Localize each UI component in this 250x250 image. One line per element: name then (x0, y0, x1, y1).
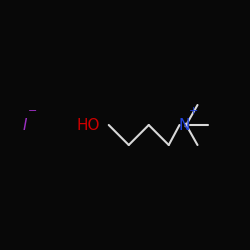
Text: N: N (178, 118, 190, 132)
Text: −: − (28, 106, 37, 116)
Text: +: + (188, 106, 198, 116)
Text: HO: HO (76, 118, 100, 132)
Text: I: I (23, 118, 27, 132)
